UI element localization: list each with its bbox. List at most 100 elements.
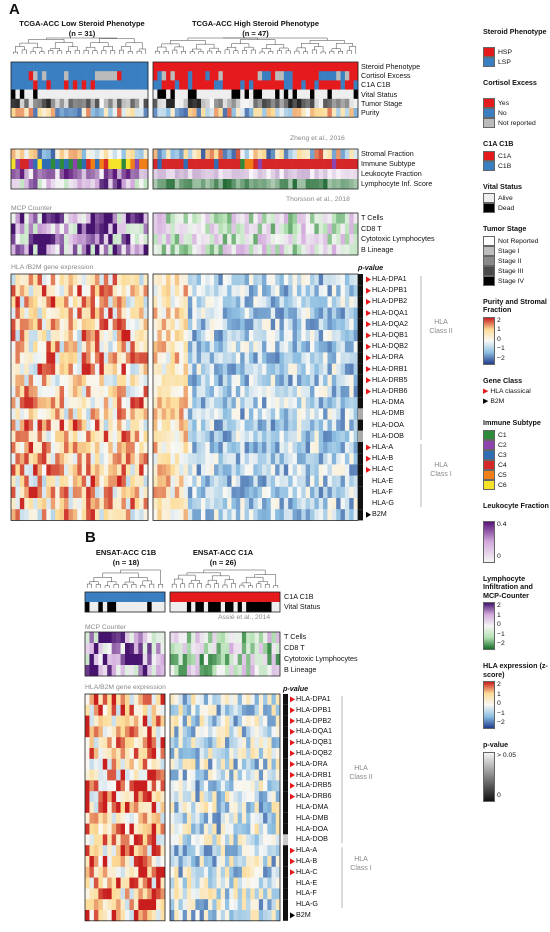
legend-colorbar-hlaexp: 2 1 0 −1 −2 [483,681,505,729]
legend-item-immune: C6 [483,479,507,490]
legend-tick: 0 [497,335,501,343]
a-gene-hla-dpb1: HLA-DPB1 [372,285,408,295]
a-mcp-high [152,212,359,256]
assie-citation: Assié et al., 2014 [218,614,271,621]
legend-title-cortisol: Cortisol Excess [483,78,537,87]
b-gene-hla-g: HLA-G [296,899,318,909]
legend-item-steroid: HSP [483,47,512,57]
classical-marker [366,366,371,373]
a-immune-low [10,148,149,190]
a-gene-hla-f: HLA-F [372,486,393,496]
classical-marker [290,728,295,735]
a-immune-stromal-fraction: Stromal Fraction [361,149,414,158]
b-gene-b2m: B2M [296,910,311,919]
legend-item-vital: Dead [483,203,514,213]
b-mcp-cytotoxic-lymphocytes: Cytotoxic Lymphocytes [284,654,358,663]
a-immune-immune-subtype: Immune Subtype [361,159,416,168]
a-gene-hla-dpa1: HLA-DPA1 [372,274,407,283]
legend-swatch [483,479,495,490]
a-gene-hla-dra: HLA-DRA [372,352,404,362]
b-gene-hla-dmb: HLA-DMB [296,812,329,822]
legend-title-pval: p-value [483,740,509,749]
b-gene-hla-dqa1: HLA-DQA1 [296,726,332,736]
a-gene-hla-dob: HLA-DOB [372,430,404,440]
classical-marker [366,298,371,305]
legend-item-immune: C4 [483,459,507,470]
legend-item-stage: Not Reported [483,235,538,246]
b-gene-hla-c: HLA-C [296,866,318,876]
legend-tick: > 0.05 [497,751,517,759]
a-gene-hla-doa: HLA-DOA [372,419,404,429]
a-annot-c1a-c1b: C1A C1B [361,80,391,90]
classical-marker [366,455,371,462]
panel-a-class1-label: HLA Class I [430,462,452,478]
group-c1b-n: (n = 18) [112,558,140,567]
legend-item-c1ac1b: C1A [483,150,511,161]
a-gene-hla-b: HLA-B [372,453,394,463]
a-mcp-cytotoxic-lymphocytes: Cytotoxic Lymphocytes [361,234,435,243]
b-pvalue-bar [283,694,295,921]
legend-title-stage: Tumor Stage [483,224,527,233]
a-mcp-t-cells: T Cells [361,213,384,222]
legend-colorbar-leuk: 0.4 0 [483,520,506,563]
legend-swatch [483,439,495,450]
a-annot-low [10,61,149,118]
legend-item-c1ac1b: C1B [483,160,511,171]
group-high-steroid-n: (n = 47) [242,29,269,38]
b-gene-hla-dob: HLA-DOB [296,834,328,844]
legend-swatch [483,47,495,57]
legend-title-lymph: Lymphocyte Infiltration and MCP-Counter [483,573,533,600]
legend-title-leuk: Leukocyte Fraction [483,500,549,510]
b-gene-hla-b: HLA-B [296,856,318,865]
group-low-steroid-title: TCGA-ACC Low Steroid Phenotype [19,19,145,28]
classical-marker [290,707,295,714]
a-annot-steroid-phenotype: Steroid Phenotype [361,62,421,71]
panel-a-hla-title: HLA /B2M gene expression [11,264,94,271]
a-gene-hla-drb6: HLA-DRB6 [372,386,408,395]
classical-marker [290,869,295,876]
triangle-marker-icon: ▶ [483,388,491,395]
a-annot-purity: Purity [361,108,380,117]
classical-marker [366,332,371,339]
legend-gradient [483,751,495,802]
b-gene-hla-f: HLA-F [296,888,317,898]
legend-swatch [483,193,495,203]
legend-swatch [483,235,495,246]
legend-item-immune: C2 [483,439,507,450]
b-gene-hla-drb5: HLA-DRB5 [296,780,332,790]
panel-a-class2-label: HLA Class II [429,319,453,335]
legend-swatch [483,57,495,67]
legend-swatch [483,160,495,171]
panel-b-hla-title: HLA/B2M gene expression [85,684,166,691]
legend-colorbar-lymph: 2 1 0 −1 −2 [483,602,505,650]
b-gene-hla-dqb1: HLA-DQB1 [296,737,332,747]
a-pvalue-bar [358,274,371,521]
legend-item-steroid: LSP [483,57,511,67]
b-hla-c1b [84,693,166,922]
b-gene-hla-dma: HLA-DMA [296,802,329,811]
classical-marker [366,354,371,361]
group-c1a-title: ENSAT-ACC C1A [192,548,254,557]
group-c1b-title: ENSAT-ACC C1B [95,548,157,557]
legend-item-stage: Stage II [483,255,521,266]
legend-swatch [483,118,495,128]
legend-tick: 2 [497,681,501,688]
legend-item-geneclass: ▶ HLA classical [483,388,531,395]
b-annot-vital-status: Vital Status [284,602,321,611]
a-hla-low [10,273,149,521]
classical-marker [290,772,295,778]
a-gene-hla-dmb: HLA-DMB [372,408,405,418]
a-gene-hla-drb1: HLA-DRB1 [372,363,408,373]
panel-a-label: A [9,1,20,18]
legend-item-cortisol: Yes [483,98,509,108]
b-gene-hla-drb1: HLA-DRB1 [296,769,332,779]
legend-gradient [483,316,495,365]
legend-gradient [483,681,495,729]
b-gene-hla-dqb2: HLA-DQB2 [296,748,332,757]
classical-marker [290,739,295,746]
legend-item-vital: Alive [483,193,513,203]
classical-marker [366,388,371,395]
legend-swatch [483,245,495,256]
a-gene-b2m: B2M [372,509,387,519]
